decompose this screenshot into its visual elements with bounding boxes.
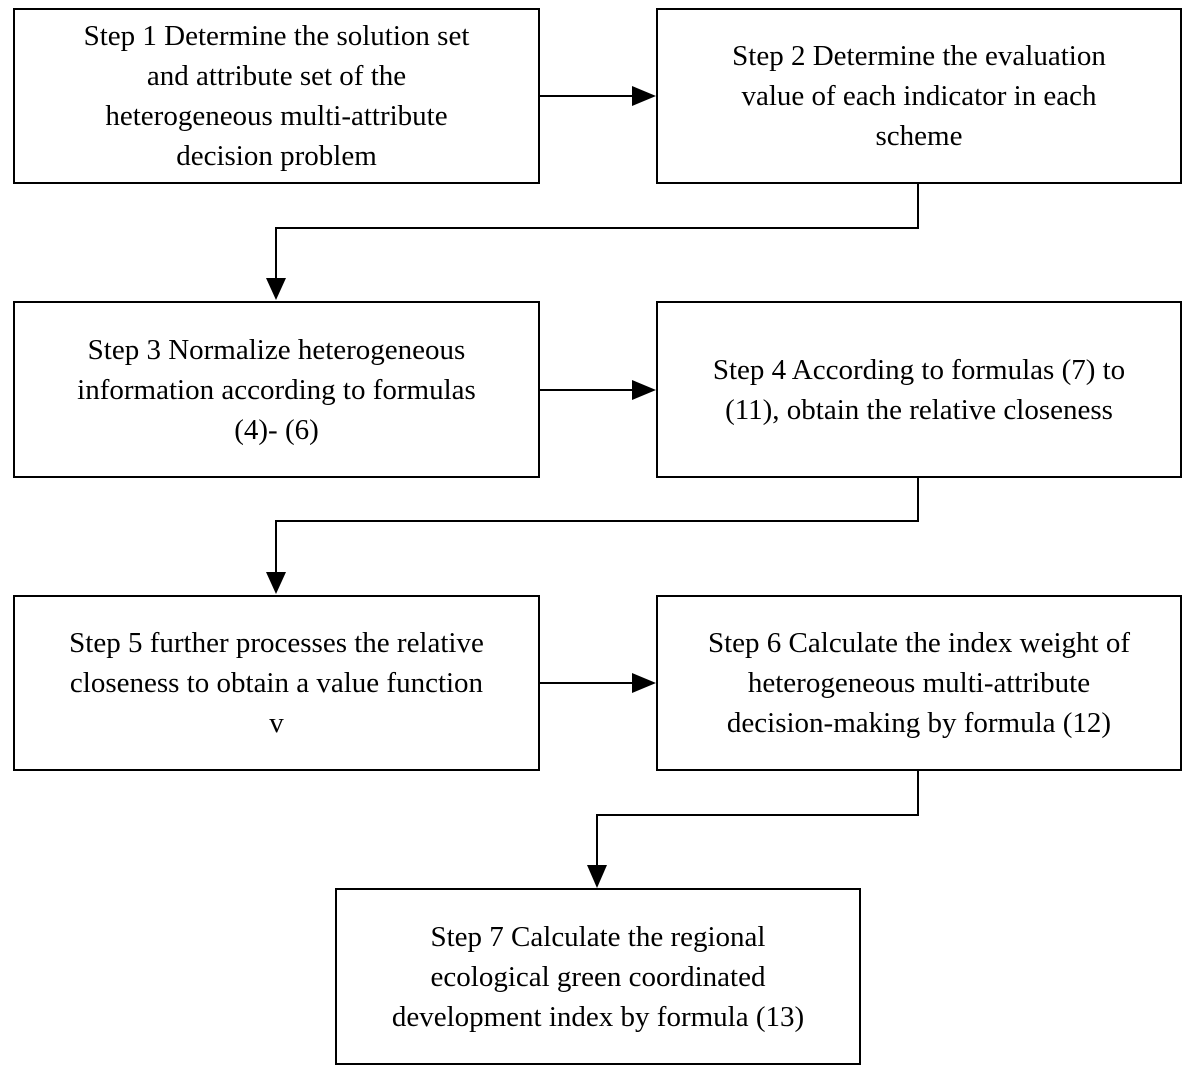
arrow-step3-to-step4 (540, 380, 656, 400)
arrow-step5-to-step6 (540, 673, 656, 693)
step-7-label: Step 7 Calculate the regional ecological… (391, 920, 805, 1033)
step-5-label: Step 5 further processes the relative cl… (69, 627, 484, 739)
step-6-label: Step 6 Calculate the index weight of het… (707, 627, 1130, 739)
step-3-box: Step 3 Normalize heterogeneous informati… (13, 301, 540, 478)
step-2-label: Step 2 Determine the evaluation value of… (732, 40, 1106, 152)
step-3-label: Step 3 Normalize heterogeneous informati… (77, 333, 476, 446)
arrow-step6-to-step7 (587, 771, 919, 888)
arrow-step4-to-step5 (266, 478, 919, 594)
step-4-label: Step 4 According to formulas (7) to (11)… (712, 353, 1126, 426)
arrow-step1-to-step2 (540, 86, 656, 106)
step-7-box: Step 7 Calculate the regional ecological… (335, 888, 861, 1065)
step-1-label: Step 1 Determine the solution set and at… (83, 20, 470, 172)
step-2-box: Step 2 Determine the evaluation value of… (656, 8, 1182, 184)
step-6-box: Step 6 Calculate the index weight of het… (656, 595, 1182, 771)
step-1-box: Step 1 Determine the solution set and at… (13, 8, 540, 184)
arrow-step2-to-step3 (266, 184, 919, 300)
step-4-box: Step 4 According to formulas (7) to (11)… (656, 301, 1182, 478)
step-5-box: Step 5 further processes the relative cl… (13, 595, 540, 771)
